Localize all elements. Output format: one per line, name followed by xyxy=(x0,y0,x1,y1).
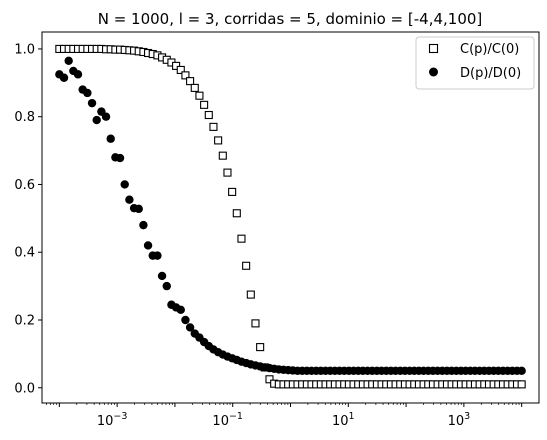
legend-square-marker xyxy=(428,43,439,54)
c-ratio-point xyxy=(228,187,237,196)
c-ratio-point xyxy=(195,91,204,100)
d-ratio-point xyxy=(153,251,162,260)
c-ratio-point xyxy=(256,343,265,352)
c-ratio-point xyxy=(204,110,213,120)
c-ratio-point xyxy=(237,234,246,243)
x-tick-label: 10−3 xyxy=(97,411,128,429)
x-axis: 10−3 10−1 101 103 xyxy=(46,403,523,429)
d-ratio-point xyxy=(139,220,148,230)
y-tick-label: 0.0 xyxy=(14,381,35,396)
x-tick-label: 10−1 xyxy=(212,411,243,429)
d-ratio-point xyxy=(185,323,195,332)
c-ratio-point xyxy=(214,136,223,145)
y-axis: 0.0 0.2 0.4 0.6 0.8 1.0 xyxy=(14,42,42,396)
c-ratio-point xyxy=(209,122,218,131)
c-ratio-point xyxy=(181,71,190,80)
data-markers xyxy=(55,44,526,389)
c-ratio-point xyxy=(517,380,526,389)
legend-box xyxy=(415,36,535,90)
c-ratio-point xyxy=(246,290,255,299)
d-ratio-point xyxy=(181,315,190,325)
y-tick-label: 0.4 xyxy=(14,246,35,261)
d-ratio-point xyxy=(92,115,101,125)
d-ratio-point xyxy=(125,195,134,204)
c-ratio-point xyxy=(265,375,274,384)
d-ratio-point xyxy=(115,153,125,163)
d-ratio-point xyxy=(83,88,92,98)
d-ratio-point xyxy=(59,73,69,82)
legend-circle-marker xyxy=(429,67,438,77)
d-ratio-point xyxy=(101,112,111,121)
d-ratio-point xyxy=(162,281,171,291)
d-ratio-point xyxy=(143,241,153,250)
legend-label-d-ratio: D(p)/D(0) xyxy=(460,66,521,81)
c-ratio-point xyxy=(190,83,199,92)
c-ratio-point xyxy=(223,168,232,177)
x-tick-label: 103 xyxy=(448,411,471,429)
c-ratio-point xyxy=(251,319,260,328)
c-ratio-point xyxy=(232,209,241,218)
c-ratio-point xyxy=(172,61,181,70)
d-ratio-point xyxy=(517,366,526,376)
y-tick-label: 0.2 xyxy=(14,313,35,328)
d-ratio-point xyxy=(134,204,143,214)
plot-frame xyxy=(41,31,540,404)
chart-title: N = 1000, l = 3, corridas = 5, dominio =… xyxy=(98,10,483,28)
c-ratio-point xyxy=(176,65,185,74)
d-ratio-point xyxy=(64,56,73,65)
y-tick-label: 0.8 xyxy=(14,110,35,125)
c-ratio-point xyxy=(218,151,227,160)
d-ratio-point xyxy=(120,180,129,189)
legend-label-c-ratio: C(p)/C(0) xyxy=(460,42,519,57)
c-ratio-point xyxy=(200,100,209,109)
d-ratio-point xyxy=(157,271,167,281)
y-tick-label: 1.0 xyxy=(14,42,35,57)
d-ratio-point xyxy=(176,305,185,315)
d-ratio-point xyxy=(87,98,97,108)
legend: C(p)/C(0) D(p)/D(0) xyxy=(415,36,535,90)
y-tick-label: 0.6 xyxy=(14,178,35,193)
x-tick-label: 101 xyxy=(332,411,355,429)
d-ratio-point xyxy=(73,70,83,79)
d-ratio-point xyxy=(106,134,115,143)
c-ratio-point xyxy=(242,261,251,270)
c-ratio-point xyxy=(186,77,195,86)
